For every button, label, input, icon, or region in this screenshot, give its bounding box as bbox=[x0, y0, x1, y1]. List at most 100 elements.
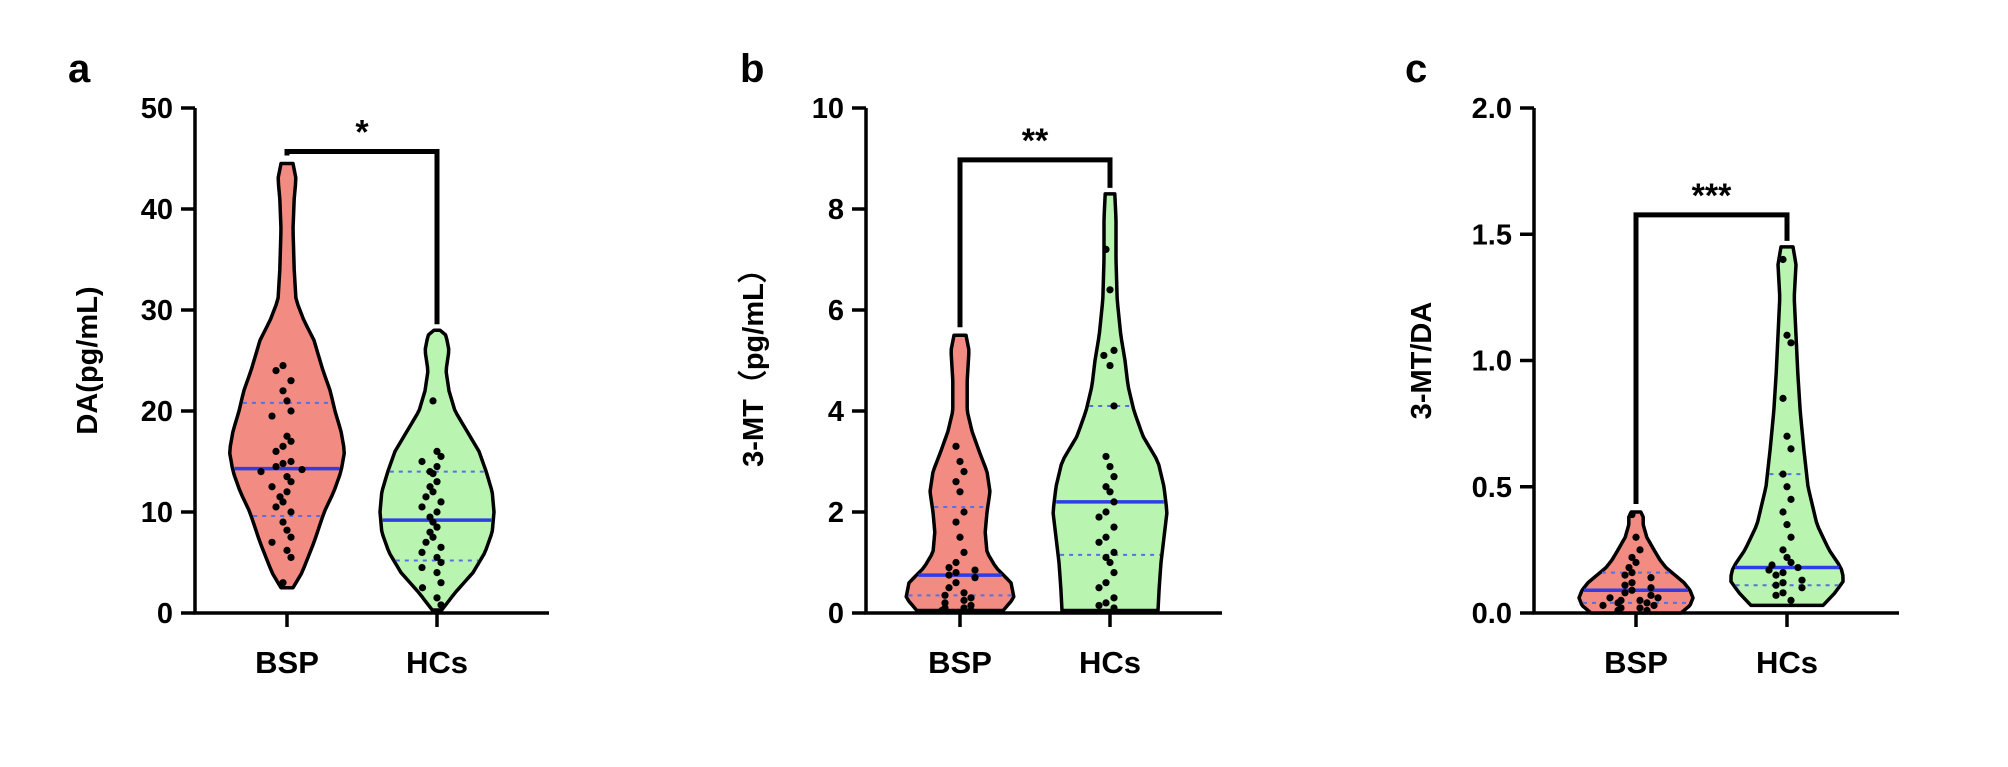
y-axis-label: 3-MT（pg/mL） bbox=[737, 254, 770, 467]
y-tick-label: 1.5 bbox=[1472, 219, 1512, 251]
significance-bracket bbox=[284, 149, 440, 325]
violin-bsp bbox=[228, 161, 346, 590]
violin-body bbox=[904, 333, 1016, 613]
data-point bbox=[418, 457, 426, 466]
data-point bbox=[1110, 548, 1118, 557]
x-tick-label: BSP bbox=[928, 645, 992, 680]
data-point bbox=[1765, 566, 1773, 574]
data-point bbox=[1628, 553, 1636, 562]
data-point bbox=[1102, 599, 1110, 607]
data-point bbox=[437, 601, 445, 609]
data-point bbox=[422, 538, 430, 546]
data-point bbox=[1772, 581, 1780, 589]
data-point bbox=[418, 563, 426, 572]
data-point bbox=[1100, 351, 1108, 360]
y-tick-label: 2.0 bbox=[1472, 93, 1512, 125]
data-point bbox=[952, 518, 960, 526]
x-tick-label: HCs bbox=[1079, 645, 1141, 680]
violin-hcs bbox=[378, 328, 496, 612]
data-point bbox=[1636, 546, 1644, 554]
data-point bbox=[1632, 558, 1640, 567]
data-point bbox=[1798, 584, 1806, 592]
data-point bbox=[279, 579, 287, 587]
data-point bbox=[1628, 510, 1636, 519]
data-point bbox=[1606, 594, 1614, 602]
data-point bbox=[1772, 571, 1780, 579]
data-point bbox=[1643, 606, 1651, 615]
data-point bbox=[1798, 576, 1806, 584]
panel-label: a bbox=[68, 47, 91, 91]
data-point bbox=[287, 437, 295, 445]
data-point bbox=[952, 579, 960, 587]
x-tick-label: HCs bbox=[406, 645, 468, 680]
data-point bbox=[1787, 558, 1795, 567]
data-point bbox=[1779, 394, 1787, 402]
data-point bbox=[941, 599, 949, 607]
data-point bbox=[952, 558, 960, 567]
data-point bbox=[268, 483, 276, 491]
data-point bbox=[437, 558, 445, 567]
data-point bbox=[1102, 533, 1110, 541]
data-point bbox=[960, 596, 968, 604]
data-point bbox=[1095, 584, 1103, 592]
data-point bbox=[287, 508, 295, 516]
data-point bbox=[1621, 581, 1629, 589]
data-point bbox=[433, 553, 441, 562]
data-point bbox=[960, 604, 968, 612]
data-point bbox=[1106, 286, 1114, 294]
data-point bbox=[1110, 498, 1118, 506]
panel-b: b 3-MT（pg/mL） 0 2 4 6 8 10 BSP HCs ** bbox=[737, 47, 1222, 680]
data-point bbox=[1783, 483, 1791, 491]
data-point bbox=[437, 452, 445, 461]
y-tick-label: 0 bbox=[828, 598, 844, 630]
violin-body bbox=[1051, 192, 1169, 613]
data-point bbox=[418, 503, 426, 511]
data-point bbox=[433, 447, 441, 455]
data-point bbox=[1647, 584, 1655, 592]
data-point bbox=[272, 447, 280, 455]
data-point bbox=[268, 538, 276, 546]
data-point bbox=[283, 432, 291, 440]
significance-label: ** bbox=[1022, 122, 1049, 160]
data-point bbox=[1632, 533, 1640, 541]
data-point bbox=[1102, 553, 1110, 562]
data-point bbox=[279, 442, 287, 450]
data-point bbox=[272, 367, 280, 375]
data-point bbox=[1779, 470, 1787, 478]
data-point bbox=[283, 546, 291, 554]
data-point bbox=[1106, 462, 1114, 471]
data-point bbox=[1772, 591, 1780, 599]
violin-bsp bbox=[1577, 510, 1695, 615]
data-point bbox=[952, 478, 960, 486]
data-point bbox=[956, 533, 964, 541]
data-point bbox=[1650, 601, 1658, 610]
data-point bbox=[279, 498, 287, 506]
data-point bbox=[279, 518, 287, 526]
x-tick-label: BSP bbox=[1604, 645, 1668, 680]
data-point bbox=[1106, 361, 1114, 370]
data-point bbox=[1614, 606, 1622, 615]
data-point bbox=[960, 589, 968, 597]
y-axis-label: 3-MT/DA bbox=[1406, 302, 1438, 420]
data-point bbox=[433, 508, 441, 516]
data-point bbox=[956, 457, 964, 466]
data-point bbox=[287, 407, 295, 415]
data-point bbox=[429, 518, 437, 526]
data-point bbox=[941, 591, 949, 599]
y-tick-label: 50 bbox=[141, 93, 173, 125]
x-tick-label: HCs bbox=[1756, 645, 1818, 680]
data-point bbox=[422, 493, 430, 501]
significance-label: * bbox=[355, 114, 369, 152]
data-point bbox=[956, 488, 964, 496]
data-point bbox=[429, 470, 437, 478]
data-point bbox=[1102, 452, 1110, 461]
data-point bbox=[952, 442, 960, 450]
data-point bbox=[960, 548, 968, 557]
data-point bbox=[433, 523, 441, 531]
data-point bbox=[283, 526, 291, 534]
y-tick-label: 10 bbox=[141, 497, 173, 529]
x-tick-label: BSP bbox=[255, 645, 319, 680]
data-point bbox=[1102, 483, 1110, 491]
data-point bbox=[279, 387, 287, 395]
